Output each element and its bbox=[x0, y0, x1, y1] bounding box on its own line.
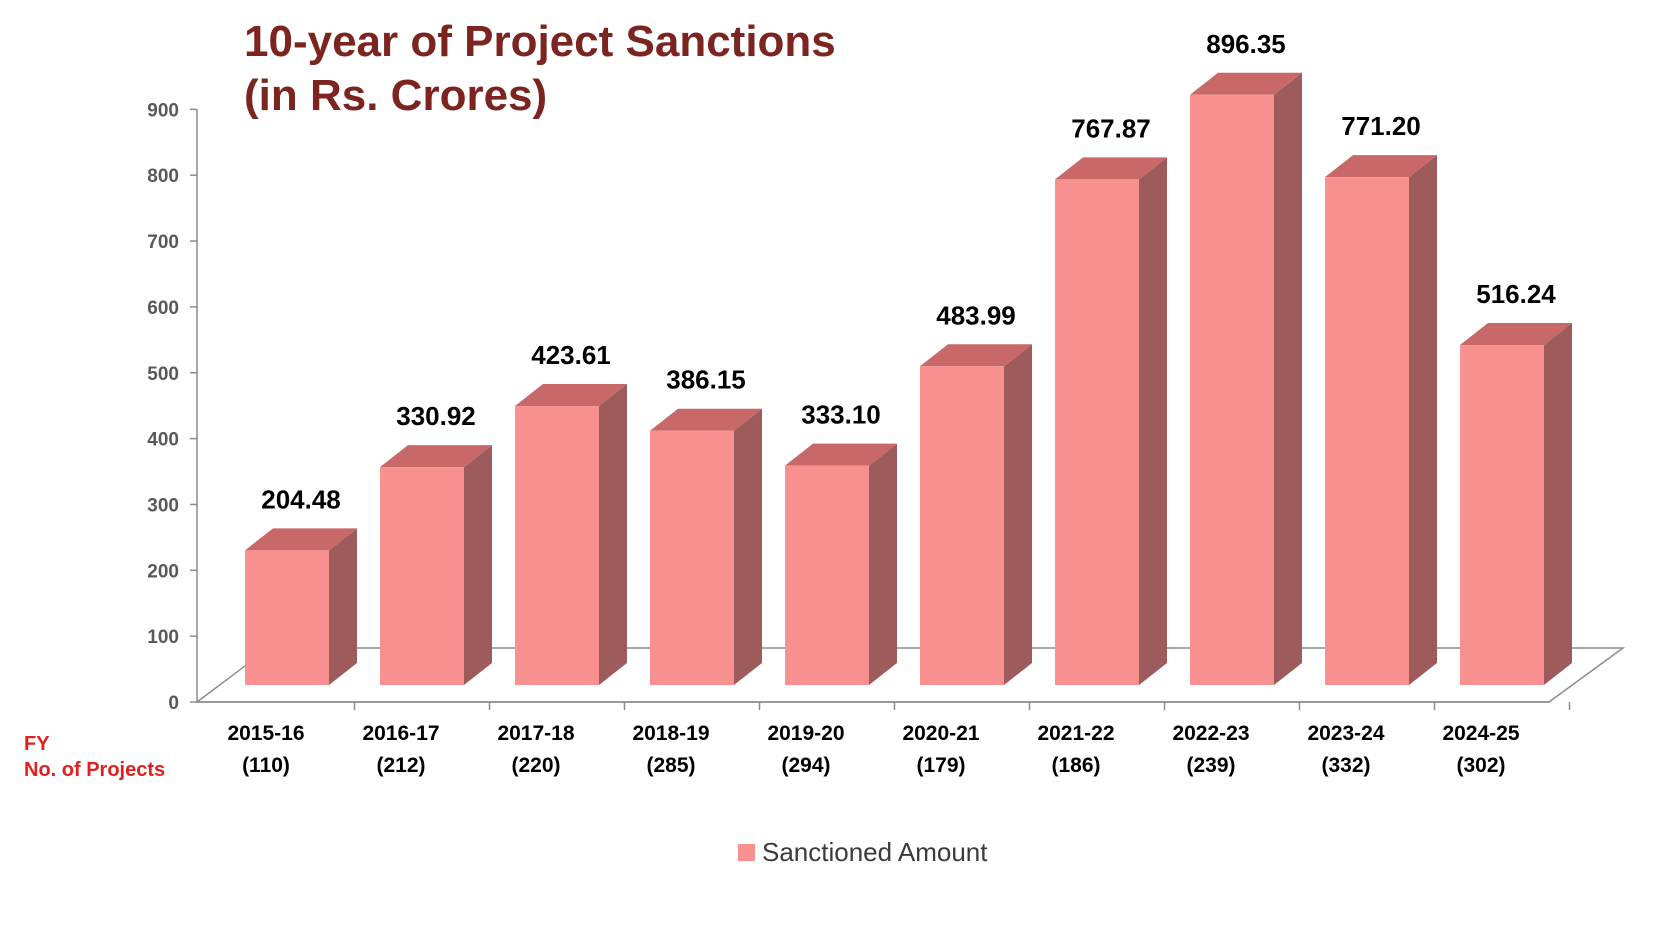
chart-title-line1: 10-year of Project Sanctions bbox=[244, 17, 836, 66]
bar-top-face bbox=[1460, 323, 1572, 346]
data-label: 483.99 bbox=[936, 300, 1016, 330]
x-tick-label: 2018-19 bbox=[632, 722, 709, 745]
bar-top-face bbox=[650, 408, 762, 431]
x-tick-label: 2015-16 bbox=[227, 722, 304, 745]
bar bbox=[1190, 94, 1274, 685]
data-label: 386.15 bbox=[666, 365, 746, 395]
x-tick-label: 2023-24 bbox=[1307, 722, 1384, 745]
x-axis-label-fy: FY bbox=[24, 733, 50, 755]
bar-side-face bbox=[1004, 344, 1032, 685]
bar-top-face bbox=[1325, 155, 1437, 178]
data-label: 330.92 bbox=[396, 401, 476, 431]
chart-title-line2: (in Rs. Crores) bbox=[244, 71, 547, 120]
x-tick-project-count: (220) bbox=[511, 754, 560, 777]
y-tick-label: 800 bbox=[147, 166, 179, 187]
x-tick-label: 2019-20 bbox=[767, 722, 844, 745]
bar-side-face bbox=[734, 408, 762, 685]
x-tick-project-count: (110) bbox=[242, 754, 290, 777]
bar-side-face bbox=[329, 528, 357, 685]
x-tick-label: 2020-21 bbox=[902, 722, 979, 745]
bar bbox=[1055, 179, 1139, 685]
bar-top-face bbox=[785, 443, 897, 466]
bar bbox=[1325, 177, 1409, 685]
data-label: 896.35 bbox=[1206, 29, 1286, 59]
data-label: 767.87 bbox=[1071, 113, 1151, 143]
y-tick-label: 200 bbox=[147, 561, 179, 582]
y-tick-label: 900 bbox=[147, 100, 179, 121]
bar-side-face bbox=[1544, 323, 1572, 685]
x-tick-label: 2021-22 bbox=[1037, 722, 1114, 745]
legend: Sanctioned Amount bbox=[738, 837, 988, 867]
y-tick-label: 600 bbox=[147, 298, 179, 319]
x-tick-project-count: (302) bbox=[1456, 754, 1505, 777]
bars bbox=[245, 72, 1572, 685]
bar bbox=[920, 366, 1004, 685]
x-tick-project-count: (179) bbox=[916, 754, 965, 777]
x-tick-label: 2016-17 bbox=[362, 722, 439, 745]
bar-top-face bbox=[920, 344, 1032, 367]
axes: 0 100 200 300 400 500 600 700 800 900 bbox=[147, 100, 1571, 714]
x-tick-project-count: (285) bbox=[646, 754, 695, 777]
y-tick-label: 400 bbox=[147, 430, 179, 451]
bar-top-face bbox=[1190, 72, 1302, 95]
data-label: 771.20 bbox=[1341, 111, 1421, 141]
x-axis-label-projects: No. of Projects bbox=[24, 759, 165, 781]
data-label: 516.24 bbox=[1476, 279, 1556, 309]
data-label: 204.48 bbox=[261, 484, 341, 514]
bar bbox=[1460, 345, 1544, 685]
bar bbox=[380, 467, 464, 685]
bar-top-face bbox=[245, 528, 357, 551]
bar-side-face bbox=[464, 445, 492, 685]
x-tick-label: 2022-23 bbox=[1172, 722, 1249, 745]
legend-swatch bbox=[738, 844, 755, 861]
bar-top-face bbox=[1055, 157, 1167, 180]
bar bbox=[650, 430, 734, 685]
bar bbox=[515, 406, 599, 685]
x-tick-label: 2017-18 bbox=[497, 722, 574, 745]
data-label: 333.10 bbox=[801, 400, 881, 430]
x-tick-project-count: (294) bbox=[781, 754, 830, 777]
bar bbox=[785, 465, 869, 685]
legend-label: Sanctioned Amount bbox=[762, 837, 988, 867]
y-tick-label: 100 bbox=[147, 627, 179, 648]
bar-top-face bbox=[380, 445, 492, 468]
y-tick-label: 300 bbox=[147, 495, 179, 516]
bar-side-face bbox=[869, 443, 897, 685]
x-tick-project-count: (186) bbox=[1051, 754, 1100, 777]
bar-side-face bbox=[599, 384, 627, 685]
y-tick-label: 0 bbox=[168, 693, 179, 714]
bar-top-face bbox=[515, 384, 627, 407]
bar-side-face bbox=[1274, 72, 1302, 685]
x-tick-project-count: (239) bbox=[1186, 754, 1235, 777]
x-tick-label: 2024-25 bbox=[1442, 722, 1519, 745]
x-tick-project-count: (212) bbox=[376, 754, 425, 777]
bar bbox=[245, 550, 329, 685]
y-tick-label: 700 bbox=[147, 232, 179, 253]
y-tick-label: 500 bbox=[147, 364, 179, 385]
bar-side-face bbox=[1409, 155, 1437, 685]
x-tick-project-count: (332) bbox=[1321, 754, 1370, 777]
data-label: 423.61 bbox=[531, 340, 611, 370]
bar-side-face bbox=[1139, 157, 1167, 685]
data-labels: 204.48 2015-16 (110) 330.92 2016-17 (212) 423.… bbox=[227, 29, 1556, 777]
